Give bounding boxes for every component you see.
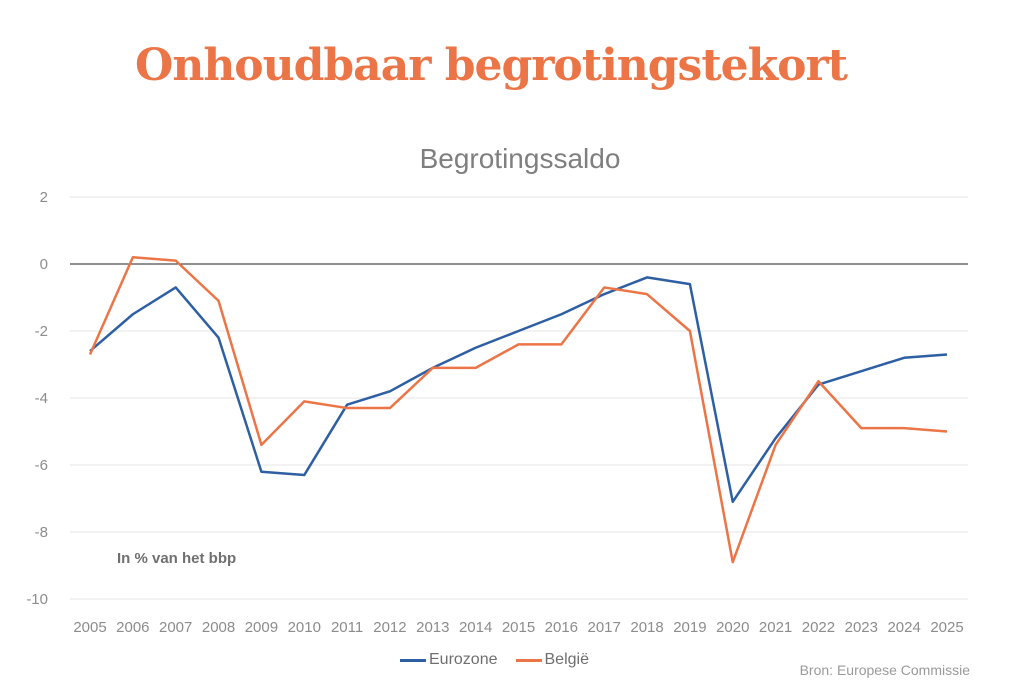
x-tick-label: 2005 xyxy=(73,619,106,636)
legend-item-belgie: België xyxy=(515,651,589,669)
legend-swatch xyxy=(400,658,426,662)
x-tick-label: 2008 xyxy=(202,619,235,636)
x-tick-label: 2007 xyxy=(159,619,192,636)
x-tick-label: 2016 xyxy=(545,619,578,636)
y-tick-label: -2 xyxy=(35,323,48,340)
legend-label: België xyxy=(544,651,589,668)
x-tick-label: 2014 xyxy=(459,619,492,636)
y-tick-label: -10 xyxy=(26,591,48,608)
chart-title: Begrotingssaldo xyxy=(419,143,621,174)
y-tick-label: 2 xyxy=(40,189,48,206)
x-tick-label: 2011 xyxy=(331,619,363,636)
x-tick-label: 2012 xyxy=(373,619,406,636)
series-line-belgie xyxy=(88,256,948,564)
legend: Eurozone België xyxy=(400,651,589,669)
y-tick-label: -8 xyxy=(35,524,48,541)
x-tick-label: 2023 xyxy=(845,619,878,636)
x-tick-label: 2024 xyxy=(887,619,920,636)
x-tick-label: 2006 xyxy=(116,619,149,636)
x-tick-label: 2015 xyxy=(502,619,535,636)
x-tick-label: 2017 xyxy=(588,619,621,636)
x-tick-label: 2022 xyxy=(802,619,835,636)
legend-swatch xyxy=(515,658,542,662)
legend-label: Eurozone xyxy=(429,651,498,668)
y-tick-label: 0 xyxy=(40,256,48,273)
x-tick-label: 2018 xyxy=(630,619,663,636)
legend-item-eurozone: Eurozone xyxy=(400,651,498,669)
x-tick-label: 2025 xyxy=(930,619,963,636)
y-tick-label: -6 xyxy=(35,457,48,474)
y-tick-label: -4 xyxy=(35,390,48,407)
x-tick-label: 2021 xyxy=(759,619,792,636)
headline: Onhoudbaar begrotingstekort xyxy=(135,40,848,91)
source-note: Bron: Europese Commissie xyxy=(799,662,970,678)
unit-annotation: In % van het bbp xyxy=(117,550,237,567)
x-tick-label: 2019 xyxy=(673,619,706,636)
series-line-eurozone xyxy=(89,276,948,504)
x-tick-label: 2013 xyxy=(416,619,449,636)
x-tick-label: 2010 xyxy=(288,619,321,636)
x-tick-label: 2020 xyxy=(716,619,749,636)
x-tick-label: 2009 xyxy=(245,619,278,636)
